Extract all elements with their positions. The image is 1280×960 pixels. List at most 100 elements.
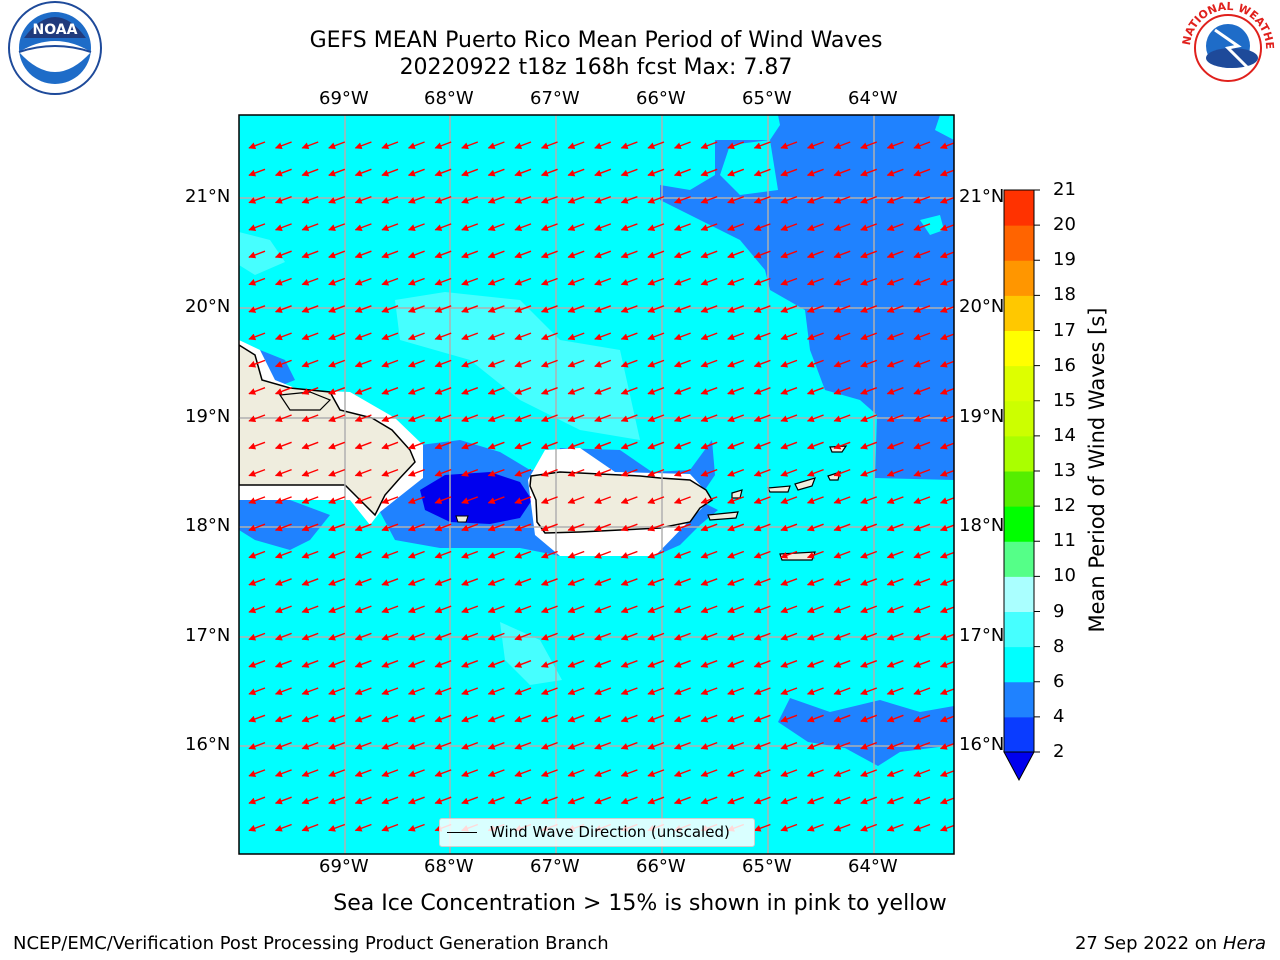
wind-wave-arrow xyxy=(274,496,292,504)
map-title-line2: 20220922 t18z 168h fcst Max: 7.87 xyxy=(399,55,793,80)
wind-wave-arrow xyxy=(328,414,346,423)
wind-wave-arrow xyxy=(913,687,931,696)
wind-wave-arrow xyxy=(860,359,878,368)
colorbar-segment xyxy=(1004,576,1034,612)
wind-wave-arrow xyxy=(727,332,745,341)
wind-wave-arrow xyxy=(514,305,532,313)
wind-wave-arrow xyxy=(753,605,771,614)
wind-wave-arrow xyxy=(833,387,851,395)
wind-wave-arrow xyxy=(647,660,665,668)
wind-wave-arrow xyxy=(860,305,878,313)
wind-wave-arrow xyxy=(461,168,479,177)
wind-wave-arrow xyxy=(354,496,372,504)
wind-wave-arrow xyxy=(594,796,612,805)
lat-tick-right: 16°N xyxy=(959,734,1005,755)
map-area xyxy=(239,115,954,854)
wind-wave-arrow xyxy=(833,223,851,231)
wind-wave-arrow xyxy=(780,823,798,832)
wind-wave-arrow xyxy=(274,305,292,313)
noaa-logo: NOAA xyxy=(8,1,102,95)
wind-wave-arrow xyxy=(620,168,638,177)
land-st-thomas xyxy=(767,485,791,493)
wind-wave-arrow xyxy=(806,359,824,368)
wind-wave-arrow xyxy=(780,523,798,532)
footer-date: 27 Sep 2022 on Hera xyxy=(1075,933,1266,954)
wind-wave-arrow xyxy=(594,605,612,614)
wind-wave-arrow xyxy=(328,660,346,668)
wind-wave-arrow xyxy=(806,168,824,177)
wind-wave-arrow xyxy=(753,332,771,341)
colorbar-segment xyxy=(1004,611,1034,648)
wind-wave-arrow xyxy=(274,141,292,150)
wind-wave-arrow xyxy=(434,714,452,723)
wind-wave-arrow xyxy=(248,605,266,614)
wind-wave-arrow xyxy=(700,550,718,559)
wind-wave-arrow xyxy=(727,660,745,668)
colorbar-tick-label: 18 xyxy=(1053,284,1076,306)
wind-wave-arrow xyxy=(727,250,745,259)
wind-wave-arrow xyxy=(248,277,266,286)
wind-wave-arrow xyxy=(753,468,771,477)
wind-wave-arrow xyxy=(833,468,851,477)
wind-wave-arrow xyxy=(407,359,425,368)
wind-wave-arrow xyxy=(727,687,745,696)
wind-wave-arrow xyxy=(301,550,319,559)
wind-wave-arrow xyxy=(833,195,851,204)
wind-wave-arrow xyxy=(354,332,372,341)
wind-wave-arrow xyxy=(514,441,532,450)
wind-wave-arrow xyxy=(461,277,479,286)
lon-tick-bottom: 68°W xyxy=(424,856,474,877)
wind-wave-arrow xyxy=(434,523,452,532)
wind-wave-arrow xyxy=(886,823,904,832)
wind-wave-arrow xyxy=(248,223,266,231)
sea-patch xyxy=(920,215,944,235)
wind-wave-arrow xyxy=(833,687,851,696)
wind-wave-arrow xyxy=(673,769,691,777)
wind-wave-arrow xyxy=(673,523,691,532)
wind-wave-arrow xyxy=(620,250,638,259)
land-vieques xyxy=(707,511,739,521)
wind-wave-arrow xyxy=(620,223,638,231)
wind-wave-arrow xyxy=(727,741,745,750)
colorbar-tick-label: 2 xyxy=(1053,741,1065,762)
wind-wave-arrow xyxy=(328,741,346,750)
colorbar-segment xyxy=(1004,471,1034,507)
wind-wave-arrow xyxy=(806,660,824,668)
wind-wave-arrow xyxy=(274,223,292,231)
wind-wave-arrow xyxy=(647,605,665,614)
wind-wave-arrow xyxy=(594,578,612,586)
wind-wave-arrow xyxy=(274,741,292,750)
wind-wave-arrow xyxy=(328,769,346,777)
wind-wave-arrow xyxy=(594,195,612,204)
wind-wave-arrow xyxy=(540,523,558,532)
subtitle-text: Sea Ice Concentration > 15% is shown in … xyxy=(333,891,947,916)
wind-wave-arrow xyxy=(514,550,532,559)
wind-wave-arrow xyxy=(514,332,532,341)
wind-wave-arrow xyxy=(780,741,798,750)
wind-wave-arrow xyxy=(567,277,585,286)
wind-wave-arrow xyxy=(673,387,691,395)
wind-wave-arrow xyxy=(540,277,558,286)
wind-wave-arrow xyxy=(381,550,399,559)
wind-wave-arrow xyxy=(620,687,638,696)
wind-wave-arrow xyxy=(673,277,691,286)
wind-wave-arrow xyxy=(487,523,505,532)
dark-blue-region xyxy=(239,500,330,550)
lon-tick-bottom: 69°W xyxy=(319,856,369,877)
wind-wave-arrow xyxy=(780,414,798,423)
wind-wave-arrow xyxy=(540,387,558,395)
wind-wave-arrow xyxy=(886,496,904,504)
wind-wave-arrow xyxy=(434,332,452,341)
wind-wave-arrow xyxy=(806,550,824,559)
wind-wave-arrow xyxy=(381,714,399,723)
wind-wave-arrow xyxy=(407,605,425,614)
wind-wave-arrow xyxy=(647,223,665,231)
wind-wave-arrow xyxy=(673,441,691,450)
wind-wave-arrow xyxy=(727,277,745,286)
wind-wave-arrow xyxy=(860,387,878,395)
wind-wave-arrow xyxy=(913,769,931,777)
wind-wave-arrow xyxy=(461,141,479,150)
lat-tick-left: 20°N xyxy=(185,296,231,317)
wind-wave-arrow xyxy=(301,468,319,477)
wind-wave-arrow xyxy=(487,796,505,805)
